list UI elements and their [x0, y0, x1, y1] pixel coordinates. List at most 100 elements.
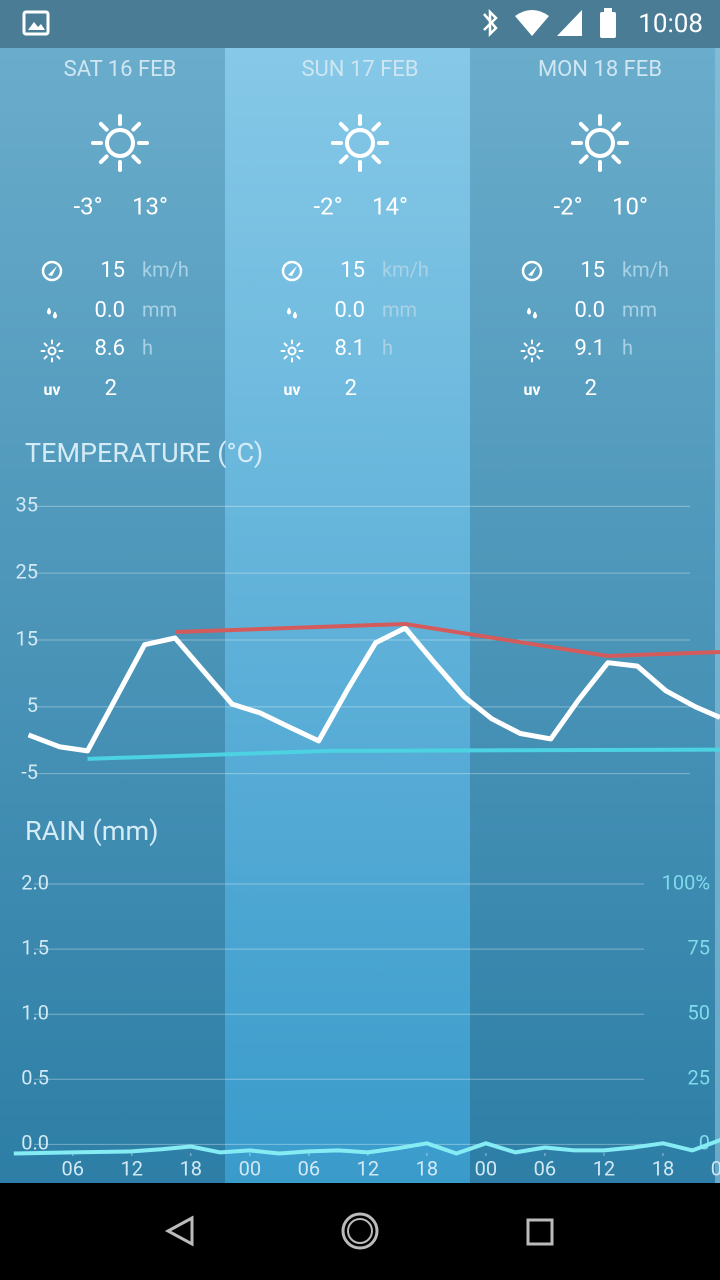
wind-value: 15: [580, 258, 605, 283]
wind-value: 15: [100, 258, 125, 283]
recents-button[interactable]: [526, 1218, 554, 1246]
chart-title: TEMPERATURE (°C): [25, 437, 263, 469]
sun-core: [105, 128, 135, 158]
sun-ray: [283, 355, 288, 360]
x-tick-label: 18: [416, 1156, 438, 1180]
sun-icon: [331, 114, 389, 172]
max-temp: 13°: [132, 192, 168, 220]
sun-icon: [40, 339, 64, 363]
sun-ray: [578, 121, 589, 132]
wind-arrow: [48, 266, 57, 276]
rain-value: 0.0: [94, 298, 125, 323]
sun-ray: [43, 342, 48, 347]
rain-unit: mm: [622, 297, 657, 321]
rain-icon: [527, 307, 537, 319]
rain-unit: mm: [382, 297, 417, 321]
uv-value: 2: [585, 376, 597, 401]
x-tick-label: 12: [357, 1156, 379, 1180]
sun-icon: [571, 114, 629, 172]
y2-tick-label: 0: [699, 1131, 710, 1155]
y2-tick-label: 50: [688, 1000, 710, 1024]
rain-value: 0.0: [574, 298, 605, 323]
sun-ray: [371, 154, 382, 165]
sun-core: [585, 128, 615, 158]
sun-icon: [520, 339, 544, 363]
x-tick-label: 00: [711, 1156, 720, 1180]
sun-icon: [280, 339, 304, 363]
sun-ray: [283, 342, 288, 347]
min-temp: -2°: [553, 192, 582, 220]
sunshine-value: 8.6: [94, 336, 125, 361]
wind-unit: km/h: [622, 257, 669, 281]
next-column-edge: [715, 48, 720, 1183]
y-tick-label: 0.5: [21, 1066, 49, 1090]
sun-ray: [98, 154, 109, 165]
y-tick-label: 0.0: [21, 1131, 49, 1155]
y-tick-label: 2.0: [21, 870, 49, 894]
wind-arrow: [528, 266, 537, 276]
wind-unit: km/h: [142, 257, 189, 281]
home-button-inner: [347, 1218, 373, 1244]
sun-ray: [611, 121, 622, 132]
x-tick-label: 06: [534, 1156, 556, 1180]
sun-core: [47, 346, 57, 356]
sun-ray: [56, 342, 61, 347]
clock: 10:08: [638, 9, 703, 39]
series-line: [13, 1138, 720, 1156]
x-tick-label: 12: [593, 1156, 615, 1180]
sun-ray: [56, 355, 61, 360]
sun-ray: [578, 154, 589, 165]
sun-ray: [611, 154, 622, 165]
nav-bar: [0, 1183, 720, 1280]
sun-ray: [296, 355, 301, 360]
back-button[interactable]: [164, 1215, 194, 1247]
y-tick-label: 5: [27, 693, 38, 717]
y-tick-label: 1.5: [21, 935, 49, 959]
sun-ray: [523, 355, 528, 360]
sunshine-value: 8.1: [334, 336, 365, 361]
day-date: MON 18 FEB: [538, 57, 662, 82]
x-tick-label: 00: [475, 1156, 497, 1180]
home-button[interactable]: [341, 1212, 379, 1250]
y-tick-label: 25: [16, 559, 38, 583]
uv-label: uv: [43, 380, 60, 399]
x-tick-label: 06: [298, 1156, 320, 1180]
uv-label: uv: [523, 380, 540, 399]
x-tick-label: 18: [652, 1156, 674, 1180]
sun-ray: [98, 121, 109, 132]
y2-tick-label: 25: [688, 1066, 710, 1090]
chart-title: RAIN (mm): [25, 815, 159, 847]
uv-label: uv: [283, 380, 300, 399]
wind-icon: [521, 260, 543, 282]
sun-ray: [131, 121, 142, 132]
sun-ray: [43, 355, 48, 360]
wind-icon: [281, 260, 303, 282]
wind-unit: km/h: [382, 257, 429, 281]
sunshine-unit: h: [382, 335, 393, 359]
uv-value: 2: [105, 376, 117, 401]
rain-icon: [287, 307, 297, 319]
sun-icon: [91, 114, 149, 172]
sun-ray: [296, 342, 301, 347]
day-date: SAT 16 FEB: [64, 57, 177, 82]
sun-ray: [536, 355, 541, 360]
status-icons: [22, 8, 616, 38]
rain-icon: [47, 307, 57, 319]
sun-ray: [131, 154, 142, 165]
rain-value: 0.0: [334, 298, 365, 323]
sun-ray: [536, 342, 541, 347]
series-line: [27, 625, 720, 754]
selected-day-column[interactable]: [225, 48, 470, 1183]
y-tick-label: 1.0: [21, 1000, 49, 1024]
sun-core: [287, 346, 297, 356]
sun-core: [527, 346, 537, 356]
sun-ray: [371, 121, 382, 132]
sun-ray: [338, 154, 349, 165]
uv-value: 2: [345, 376, 357, 401]
min-temp: -2°: [313, 192, 342, 220]
y-tick-label: 35: [16, 493, 38, 517]
min-temp: -3°: [73, 192, 102, 220]
x-tick-label: 18: [180, 1156, 202, 1180]
wind-icon: [41, 260, 63, 282]
